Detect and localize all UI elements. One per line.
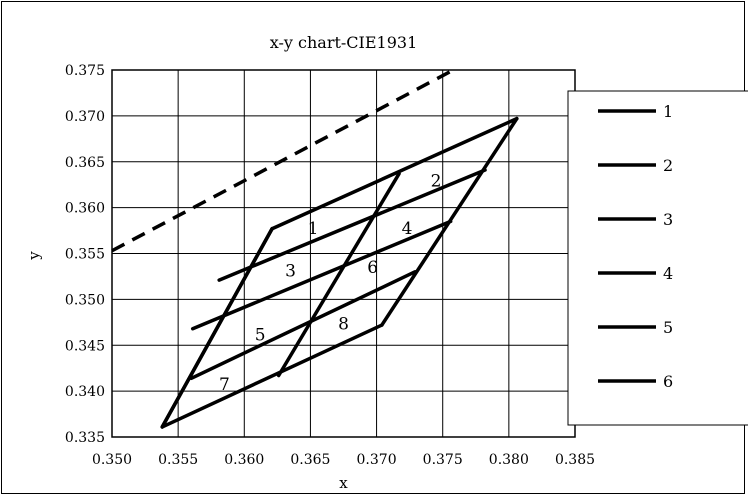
chart-title: x-y chart-CIE1931	[270, 33, 418, 52]
region-boundary-line	[380, 116, 519, 327]
region-label: 5	[255, 326, 266, 346]
region-label: 4	[402, 219, 413, 239]
y-tick-label: 0.375	[65, 63, 105, 79]
y-tick-label: 0.350	[65, 292, 105, 308]
x-tick-label: 0.380	[489, 452, 529, 468]
legend-box	[567, 90, 748, 426]
legend-label: 6	[663, 372, 673, 391]
y-tick-label: 0.355	[65, 247, 105, 263]
dashed-reference-line	[111, 68, 455, 253]
series-line-2	[217, 168, 487, 282]
x-tick-label: 0.375	[423, 452, 463, 468]
series-line-3	[190, 219, 453, 331]
region-label: 2	[431, 172, 442, 192]
y-tick-label: 0.345	[65, 338, 105, 354]
region-label: 6	[367, 258, 378, 278]
x-tick-label: 0.350	[92, 452, 132, 468]
y-tick-label: 0.365	[65, 155, 105, 171]
x-tick-label: 0.360	[224, 452, 264, 468]
series-line-1	[270, 116, 519, 231]
region-label: 3	[285, 261, 296, 281]
legend-label: 1	[663, 102, 673, 121]
region-boundary-line	[276, 171, 401, 378]
x-tick-label: 0.385	[555, 452, 595, 468]
region-label: 1	[308, 219, 319, 239]
legend-label: 3	[663, 210, 673, 229]
region-label: 8	[338, 315, 349, 335]
series-line-5	[160, 323, 384, 429]
x-tick-label: 0.370	[357, 452, 397, 468]
y-tick-label: 0.340	[65, 384, 105, 400]
region-label: 7	[219, 375, 230, 395]
y-tick-label: 0.370	[65, 109, 105, 125]
legend-label: 2	[663, 156, 673, 175]
x-tick-label: 0.355	[158, 452, 198, 468]
x-tick-label: 0.365	[290, 452, 330, 468]
x-axis-label: x	[339, 474, 348, 492]
legend-label: 4	[663, 264, 673, 283]
y-tick-label: 0.360	[65, 201, 105, 217]
y-axis-label: y	[25, 251, 43, 261]
region-boundary-line	[160, 226, 274, 429]
y-tick-label: 0.335	[65, 430, 105, 446]
legend-label: 5	[663, 318, 673, 337]
series-line-4	[189, 270, 417, 381]
